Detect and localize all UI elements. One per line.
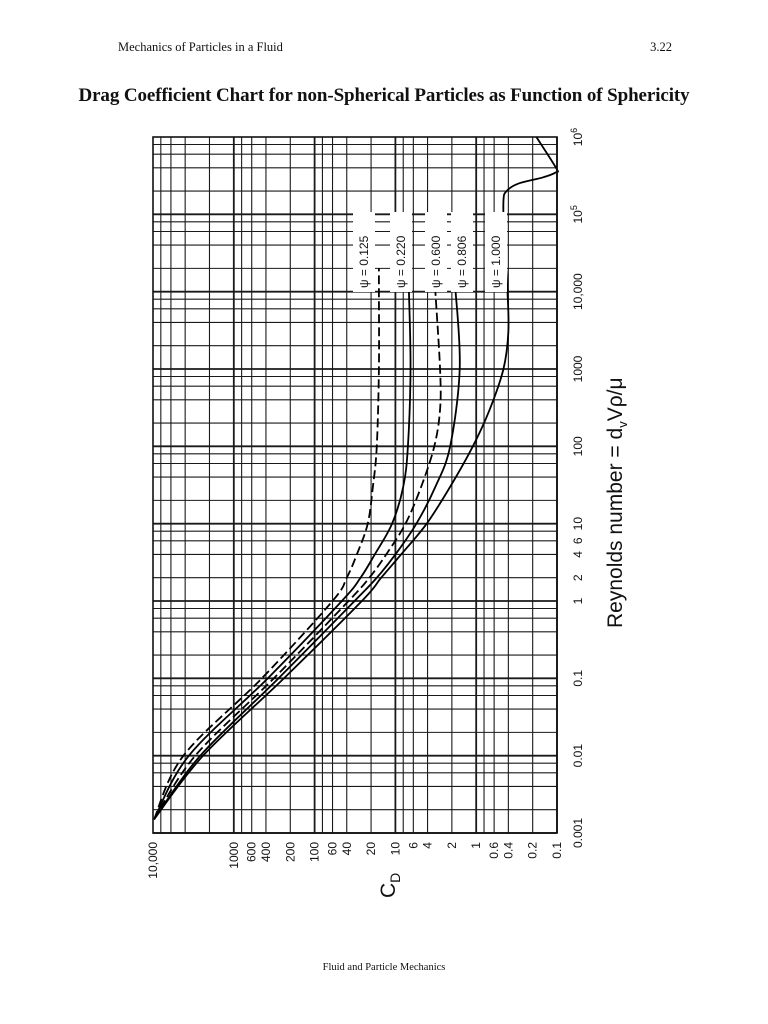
cd-tick-label: 200 <box>283 842 297 862</box>
curve-sphericity-1 <box>153 268 380 820</box>
cd-tick-label: 6 <box>406 842 420 849</box>
legend-label-bg <box>353 212 375 292</box>
cd-axis-title: CD <box>377 873 403 898</box>
legend-label-sphericity: ψ = 0.806 <box>455 235 469 288</box>
chart-curves <box>153 136 559 820</box>
running-title: Mechanics of Particles in a Fluid <box>118 40 283 54</box>
reynolds-tick-label: 1 <box>571 597 585 604</box>
cd-tick-label: 10 <box>388 842 402 856</box>
reynolds-tick-label: 0.001 <box>571 818 585 848</box>
page-footer: Fluid and Particle Mechanics <box>322 962 446 973</box>
cd-tick-label: 40 <box>340 842 354 856</box>
cd-tick-label: 0.6 <box>487 842 501 859</box>
cd-tick-label: 0.1 <box>550 842 564 859</box>
legend-label-bg <box>485 212 507 292</box>
reynolds-axis-title: Reynolds number = dvVρ/μ <box>604 377 630 628</box>
cd-tick-label: 400 <box>259 842 273 862</box>
cd-tick-label: 1000 <box>227 842 241 869</box>
cd-tick-label: 0.2 <box>526 842 540 859</box>
cd-tick-label: 0.4 <box>501 842 515 859</box>
page-title: Drag Coefficient Chart for non-Spherical… <box>78 85 690 106</box>
reynolds-tick-label: 105 <box>569 205 585 223</box>
cd-tick-label: 600 <box>245 842 259 862</box>
reynolds-tick-label: 1000 <box>571 355 585 382</box>
cd-tick-label: 20 <box>364 842 378 856</box>
reynolds-axis-ticks: 0.001 0.01 0.1 1 2 4 6 10 100 1000 10,000 105 106 <box>569 128 585 848</box>
legend-label-sphericity: ψ = 1.000 <box>489 235 503 288</box>
curve-sphericity-2 <box>153 268 412 820</box>
page-number: 3.22 <box>650 40 672 54</box>
curve-sphericity-5 <box>153 136 559 820</box>
cd-tick-label: 1 <box>469 842 483 849</box>
reynolds-tick-label: 2 <box>571 574 585 581</box>
legend-label-bg <box>451 212 473 292</box>
reynolds-tick-label: 100 <box>571 436 585 456</box>
cd-tick-label: 100 <box>308 842 322 862</box>
cd-tick-label: 10,000 <box>146 842 160 879</box>
chart-legend: ψ = 0.125 ψ = 0.220 ψ = 0.600 ψ = 0.806 ψ = … <box>353 212 507 292</box>
cd-tick-label: 4 <box>421 842 435 849</box>
reynolds-tick-label: 0.01 <box>571 744 585 768</box>
reynolds-tick-label: 6 <box>571 537 585 544</box>
reynolds-tick-label: 0.1 <box>571 670 585 687</box>
reynolds-tick-label: 4 <box>571 551 585 558</box>
curve-sphericity-4 <box>153 268 461 820</box>
reynolds-tick-label: 10 <box>571 517 585 531</box>
plot-frame <box>152 136 558 834</box>
legend-label-sphericity: ψ = 0.600 <box>429 235 443 288</box>
legend-label-sphericity: ψ = 0.220 <box>394 235 408 288</box>
cd-tick-label: 60 <box>326 842 340 856</box>
reynolds-tick-label: 106 <box>569 128 585 146</box>
legend-label-bg <box>390 212 412 292</box>
reynolds-tick-label: 10,000 <box>571 273 585 310</box>
cd-tick-label: 2 <box>445 842 459 849</box>
curve-sphericity-3 <box>153 268 442 820</box>
cd-axis-ticks: 10,000 1000 600 400 200 100 60 40 20 10 6 4 2 1 0.6 0.4… <box>146 842 564 879</box>
legend-label-bg <box>425 212 447 292</box>
legend-label-sphericity: ψ = 0.125 <box>357 235 371 288</box>
